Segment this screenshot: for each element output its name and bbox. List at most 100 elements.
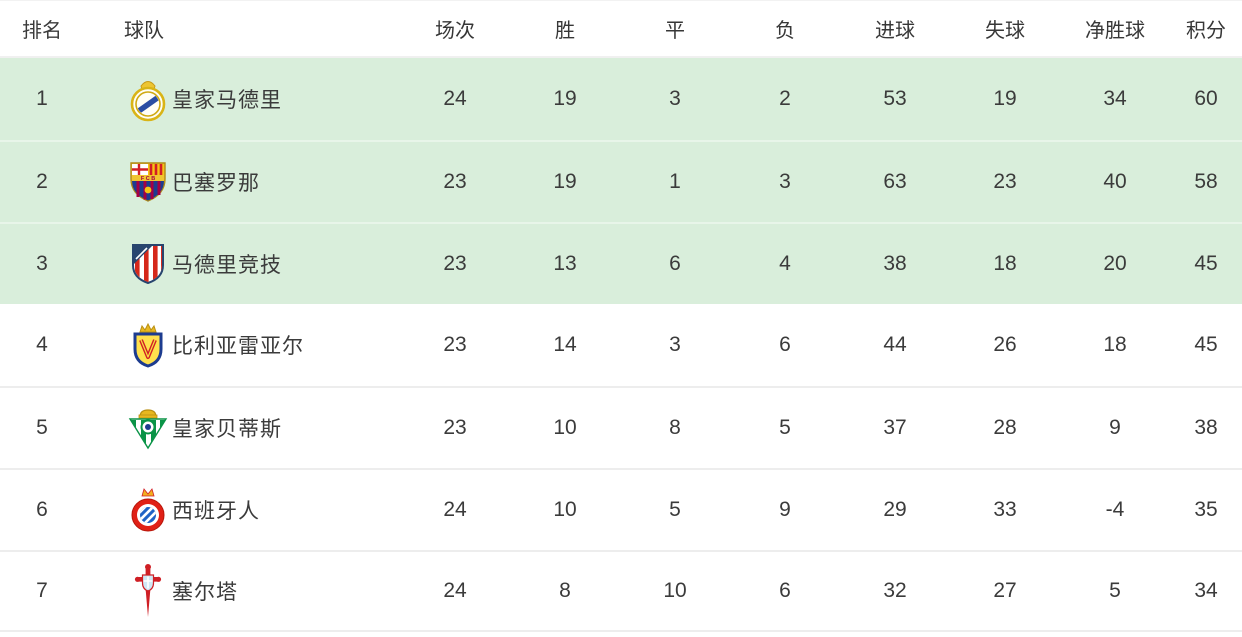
- header-goals-against: 失球: [985, 20, 1025, 42]
- table-body: 1 皇家马德里 24 19 3 2 53 19 34 60 2 F C B: [0, 58, 1242, 632]
- villarreal-badge: [124, 315, 172, 375]
- table-row[interactable]: 5 皇家贝蒂斯 23 10 8 5 37 28 9 38: [0, 386, 1242, 468]
- team-cell: 比利亚雷亚尔: [84, 315, 400, 375]
- goals-against-value: 26: [993, 333, 1017, 356]
- table-row[interactable]: 4 比利亚雷亚尔 23 14 3 6 44 26 18 45: [0, 304, 1242, 386]
- rank-value: 6: [36, 498, 48, 521]
- losses-value: 2: [779, 87, 791, 110]
- played-value: 23: [443, 416, 467, 439]
- points-value: 45: [1194, 333, 1218, 356]
- wins-value: 19: [553, 87, 577, 110]
- real-madrid-badge: [124, 69, 172, 129]
- header-draws: 平: [665, 20, 685, 42]
- draws-value: 3: [669, 87, 681, 110]
- team-name: 塞尔塔: [172, 581, 238, 604]
- goals-against-value: 33: [993, 498, 1017, 521]
- team-cell: F C B 巴塞罗那: [84, 152, 400, 212]
- points-value: 38: [1194, 416, 1218, 439]
- header-losses: 负: [775, 20, 795, 42]
- team-cell: 塞尔塔: [84, 561, 400, 621]
- draws-value: 6: [669, 252, 681, 275]
- wins-value: 13: [553, 252, 577, 275]
- table-row[interactable]: 2 F C B 巴塞罗那 23 19 1 3 63 23 40 58: [0, 140, 1242, 222]
- draws-value: 1: [669, 170, 681, 193]
- losses-value: 4: [779, 252, 791, 275]
- header-rank: 排名: [22, 20, 62, 42]
- barcelona-badge: F C B: [124, 152, 172, 212]
- real-betis-badge: [124, 398, 172, 458]
- losses-value: 3: [779, 170, 791, 193]
- wins-value: 14: [553, 333, 577, 356]
- table-header: 排名 球队 场次 胜 平 负 进球 失球 净胜球 积分: [0, 1, 1242, 58]
- draws-value: 10: [663, 579, 687, 602]
- played-value: 23: [443, 333, 467, 356]
- goals-against-value: 23: [993, 170, 1017, 193]
- table-row[interactable]: 7 塞尔塔 24 8 10 6 32 27 5 34: [0, 550, 1242, 632]
- header-goal-diff: 净胜球: [1085, 20, 1145, 42]
- celta-vigo-badge: [124, 561, 172, 621]
- team-cell: 马德里竞技: [84, 234, 400, 294]
- team-name: 西班牙人: [172, 500, 260, 523]
- draws-value: 5: [669, 498, 681, 521]
- atletico-madrid-badge: [124, 234, 172, 294]
- wins-value: 19: [553, 170, 577, 193]
- goals-against-value: 18: [993, 252, 1017, 275]
- goals-against-value: 27: [993, 579, 1017, 602]
- table-row[interactable]: 6 西班牙人 24 10 5 9 29 33 -4 35: [0, 468, 1242, 550]
- header-points: 积分: [1186, 20, 1226, 42]
- svg-text:F C B: F C B: [141, 176, 155, 182]
- points-value: 60: [1194, 87, 1218, 110]
- rank-value: 3: [36, 252, 48, 275]
- goals-for-value: 29: [883, 498, 907, 521]
- played-value: 24: [443, 579, 467, 602]
- rank-value: 1: [36, 87, 48, 110]
- played-value: 23: [443, 170, 467, 193]
- played-value: 23: [443, 252, 467, 275]
- rank-value: 2: [36, 170, 48, 193]
- table-row[interactable]: 1 皇家马德里 24 19 3 2 53 19 34 60: [0, 58, 1242, 140]
- losses-value: 9: [779, 498, 791, 521]
- points-value: 35: [1194, 498, 1218, 521]
- goals-for-value: 53: [883, 87, 907, 110]
- goals-against-value: 28: [993, 416, 1017, 439]
- goals-for-value: 32: [883, 579, 907, 602]
- header-played: 场次: [435, 20, 475, 42]
- team-name: 马德里竞技: [172, 254, 282, 277]
- losses-value: 6: [779, 333, 791, 356]
- table-row[interactable]: 3 马德里竞技 23 13 6 4 38 18 20 45: [0, 222, 1242, 304]
- goals-against-value: 19: [993, 87, 1017, 110]
- goal-diff-value: 20: [1103, 252, 1127, 275]
- header-goals-for: 进球: [875, 20, 915, 42]
- points-value: 58: [1194, 170, 1218, 193]
- goals-for-value: 38: [883, 252, 907, 275]
- goal-diff-value: -4: [1105, 498, 1125, 521]
- team-name: 比利亚雷亚尔: [172, 335, 304, 358]
- header-wins: 胜: [555, 20, 575, 42]
- losses-value: 6: [779, 579, 791, 602]
- goals-for-value: 63: [883, 170, 907, 193]
- team-cell: 西班牙人: [84, 480, 400, 540]
- goal-diff-value: 9: [1109, 416, 1121, 439]
- wins-value: 10: [553, 416, 577, 439]
- rank-value: 7: [36, 579, 48, 602]
- losses-value: 5: [779, 416, 791, 439]
- goals-for-value: 44: [883, 333, 907, 356]
- goal-diff-value: 40: [1103, 170, 1127, 193]
- team-cell: 皇家贝蒂斯: [84, 398, 400, 458]
- wins-value: 10: [553, 498, 577, 521]
- header-team: 球队: [124, 20, 164, 42]
- team-cell: 皇家马德里: [84, 69, 400, 129]
- espanyol-badge: [124, 480, 172, 540]
- rank-value: 5: [36, 416, 48, 439]
- points-value: 34: [1194, 579, 1218, 602]
- draws-value: 8: [669, 416, 681, 439]
- wins-value: 8: [559, 579, 571, 602]
- played-value: 24: [443, 87, 467, 110]
- goal-diff-value: 34: [1103, 87, 1127, 110]
- goals-for-value: 37: [883, 416, 907, 439]
- rank-value: 4: [36, 333, 48, 356]
- goal-diff-value: 5: [1109, 579, 1121, 602]
- team-name: 皇家马德里: [172, 89, 282, 112]
- played-value: 24: [443, 498, 467, 521]
